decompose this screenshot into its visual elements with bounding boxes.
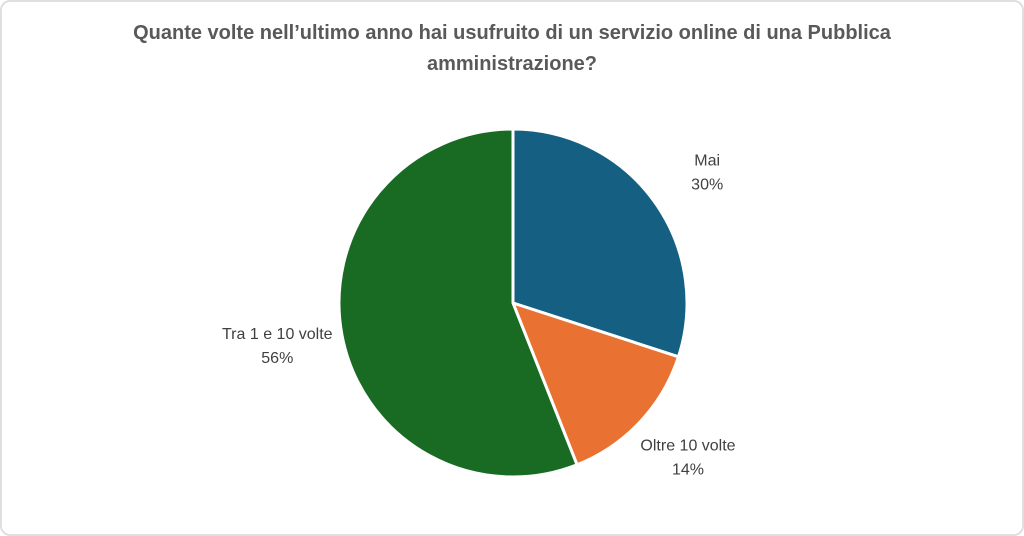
pie-slice-tra-1-e-10-volte [337,127,579,479]
slice-label-mai: Mai 30% [691,152,723,193]
pie-slices [337,127,689,479]
chart-title: Quante volte nell’ultimo anno hai usufru… [133,22,891,75]
pie-slice-mai [511,127,689,359]
slice-label-oltre-10-volte: Oltre 10 volte 14% [640,437,735,478]
pie-slice-oltre-10-volte [511,301,680,467]
slice-label-tra-1-e-10-volte: Tra 1 e 10 volte 56% [222,326,333,367]
